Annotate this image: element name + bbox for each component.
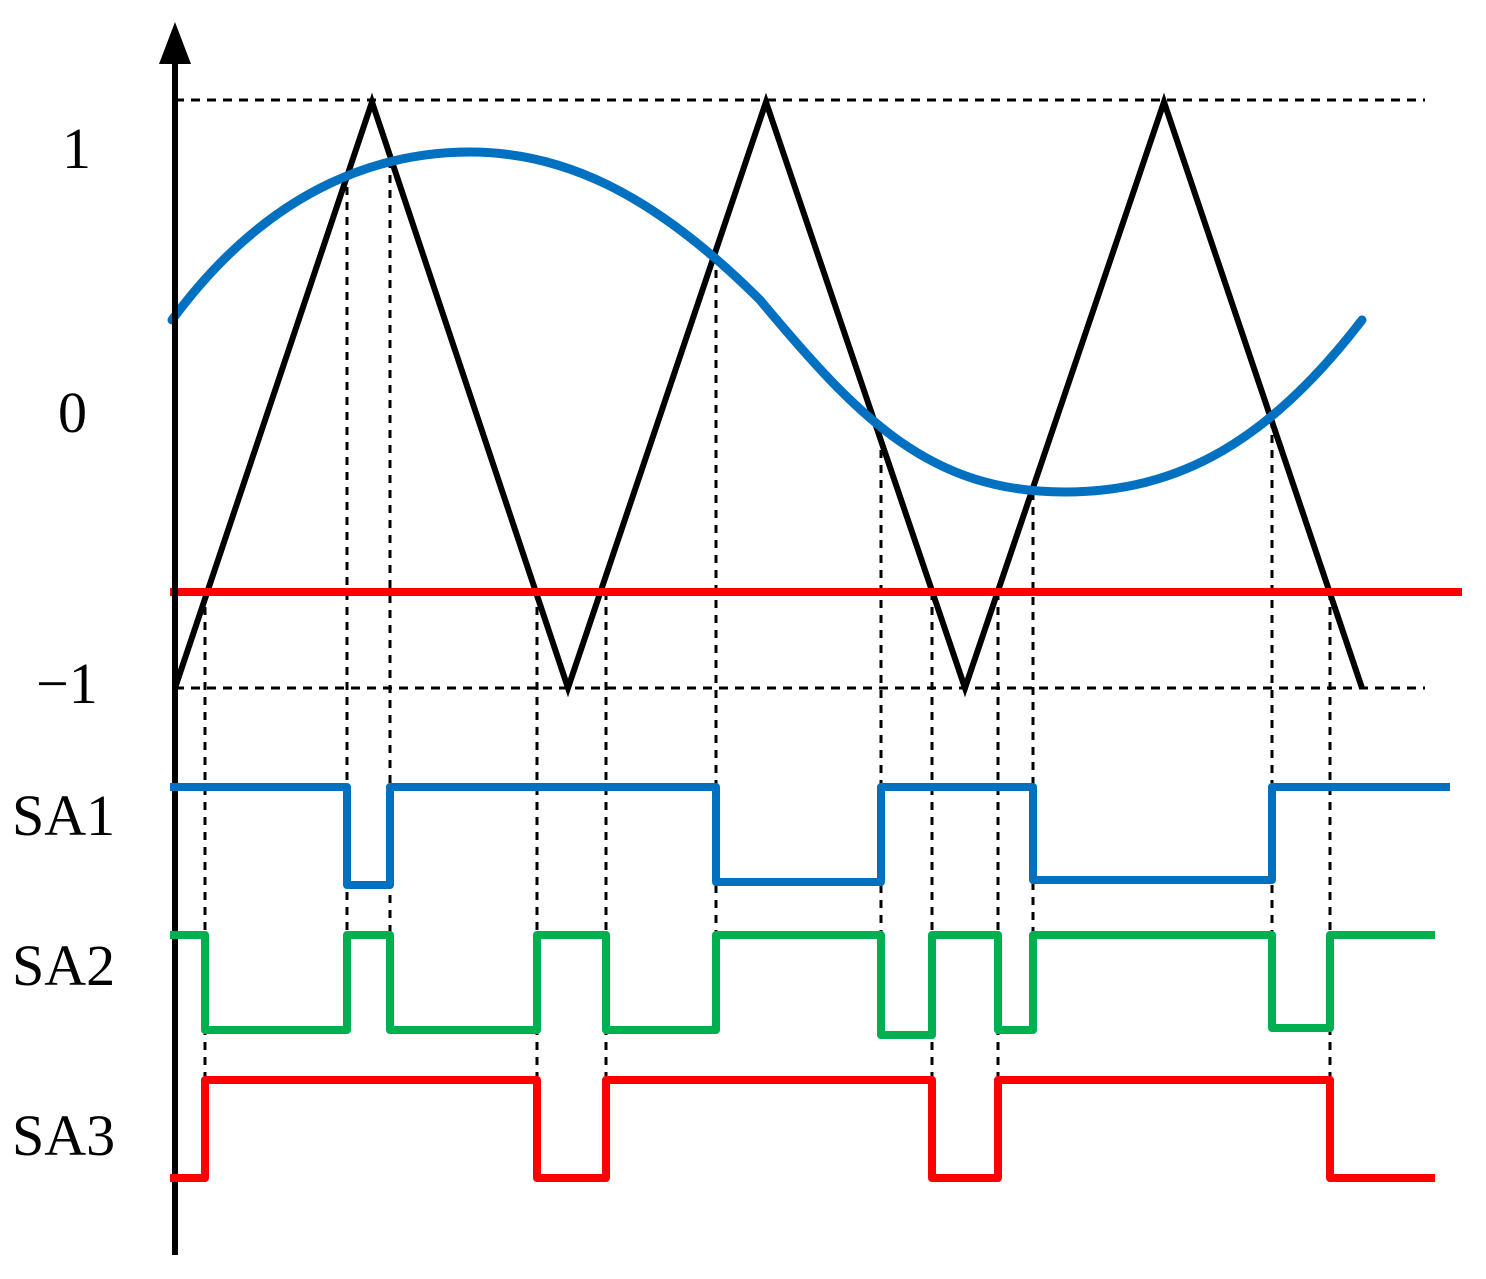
sinusoidal-reference (167, 147, 1367, 497)
sa3-label: SA3 (12, 1103, 115, 1168)
level-guides (175, 98, 1425, 690)
up-arrow-icon (159, 22, 191, 64)
switching-guides (203, 160, 1332, 1080)
sa1-label: SA1 (12, 783, 115, 848)
y-label-minus-one: −1 (36, 651, 98, 716)
sa2-label: SA2 (12, 933, 115, 998)
sa1-signal (170, 783, 1450, 889)
triangular-carrier (172, 92, 1365, 698)
sa2-signal (170, 931, 1435, 1039)
sa3-signal (170, 1076, 1435, 1182)
y-label-one: 1 (62, 116, 91, 181)
y-label-zero: 0 (58, 380, 87, 445)
